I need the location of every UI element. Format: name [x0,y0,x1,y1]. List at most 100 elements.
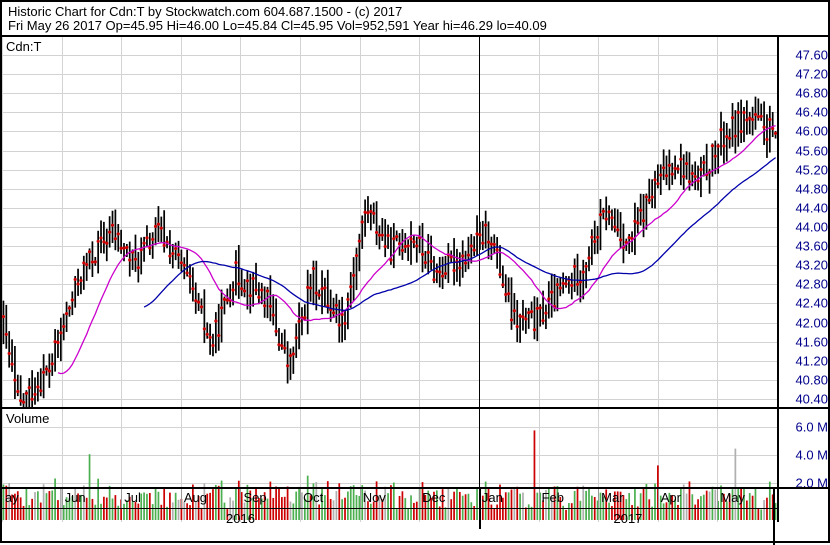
close-marker [346,298,349,301]
close-marker [742,111,745,114]
close-marker [415,244,418,247]
close-marker [177,253,180,256]
close-marker [243,289,246,292]
close-marker [8,352,11,355]
close-marker [220,306,223,309]
close-marker [386,234,389,237]
month-axis-divider [300,489,301,508]
close-marker [392,237,395,240]
month-label-Nov: Nov [363,490,386,505]
close-marker [174,247,177,250]
close-marker [599,213,602,216]
chart-window: Historic Chart for Cdn:T by Stockwatch.c… [0,0,830,543]
close-marker [88,250,91,253]
close-marker [516,325,519,328]
close-marker [711,144,714,147]
month-label-Aug: Aug [184,490,207,505]
close-marker [412,240,415,243]
close-marker [619,238,622,241]
close-marker [694,175,697,178]
close-marker [68,307,71,310]
close-marker [10,363,13,366]
close-marker [102,240,105,243]
month-label-Apr: Apr [661,490,681,505]
price-axis-label-43.2: 43.20 [795,258,828,273]
close-marker [605,218,608,221]
close-marker [335,304,338,307]
close-marker [122,247,125,250]
year-row-divider [479,509,481,529]
close-marker [401,249,404,252]
close-marker [203,327,206,330]
close-marker [593,240,596,243]
month-axis-divider [62,489,63,508]
close-marker [338,323,341,326]
close-marker [257,296,260,299]
close-marker [145,236,148,239]
close-marker [275,330,278,333]
close-marker [292,352,295,355]
close-marker [653,178,656,181]
close-marker [582,270,585,273]
close-marker [699,168,702,171]
close-marker [616,228,619,231]
close-marker [168,254,171,257]
close-marker [556,283,559,286]
price-axis-label-45.6: 45.60 [795,143,828,158]
close-marker [521,315,524,318]
close-marker [206,333,209,336]
close-marker [142,242,145,245]
close-marker [562,282,565,285]
price-axis-label-47.6: 47.60 [795,48,828,63]
close-marker [269,305,272,308]
close-marker [719,128,722,131]
close-marker [320,287,323,290]
close-marker [22,401,25,404]
close-marker [461,254,464,257]
close-marker [760,115,763,118]
price-axis-label-41.6: 41.60 [795,334,828,349]
close-marker [765,138,768,141]
close-marker [211,344,214,347]
close-marker [559,286,562,289]
close-marker [490,243,493,246]
close-marker [361,220,364,223]
month-axis-divider [598,489,599,508]
close-marker [493,243,496,246]
close-marker [668,164,671,167]
close-marker [674,167,677,170]
close-marker [685,162,688,165]
close-marker [200,305,203,308]
close-marker [297,320,300,323]
close-marker [111,224,114,227]
close-marker [134,258,137,261]
close-marker [260,288,263,291]
price-axis-label-44.4: 44.40 [795,200,828,215]
close-marker [378,234,381,237]
price-axis-label-41.2: 41.20 [795,353,828,368]
close-marker [108,231,111,234]
month-label-Jun: Jun [65,490,86,505]
close-marker [85,263,88,266]
close-marker [5,333,8,336]
candlestick-chart [2,37,777,407]
year-row: 2016 2017 [2,509,777,529]
month-label-ay: ay [5,490,19,505]
close-marker [740,130,743,133]
close-marker [125,246,128,249]
close-marker [633,220,636,223]
close-marker [656,182,659,185]
close-marker [731,116,734,119]
close-marker [154,225,157,228]
close-marker [381,234,384,237]
close-marker [444,272,447,275]
close-marker [283,347,286,350]
month-label-Mar: Mar [601,490,623,505]
price-axis-label-46.8: 46.80 [795,86,828,101]
close-marker [464,262,467,265]
close-marker [39,389,42,392]
close-marker [757,115,760,118]
header-line2: Fri May 26 2017 Op=45.95 Hi=46.00 Lo=45.… [8,19,822,33]
close-marker [171,252,174,255]
month-axis-divider [539,489,540,508]
